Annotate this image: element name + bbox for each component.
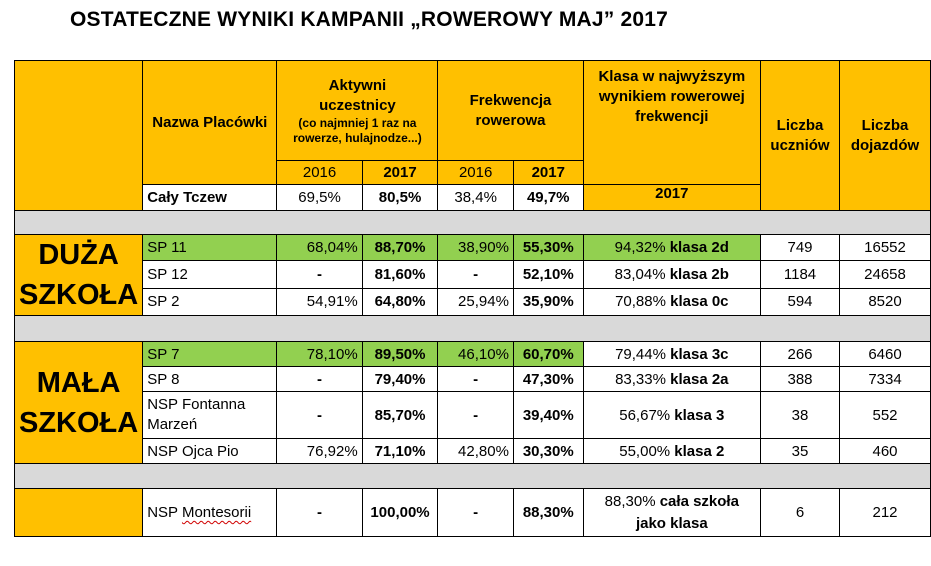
separator	[14, 315, 931, 342]
freq-2016: 38,90%	[437, 233, 514, 262]
active-2016: -	[276, 366, 363, 392]
table-row: NSP Fontanna Marzeń - 85,70% - 39,40% 56…	[15, 391, 931, 439]
year-2017-active: 2017	[361, 160, 439, 185]
active-2016: -	[276, 488, 363, 537]
freq-2016: 46,10%	[437, 341, 514, 367]
school-name: SP 11	[142, 233, 278, 262]
students: 594	[760, 287, 841, 317]
freq-2017: 35,90%	[512, 287, 584, 317]
active-2017: 81,60%	[361, 260, 439, 289]
separator	[14, 463, 931, 489]
school-name: NSP Montesorii	[142, 488, 278, 537]
page-title: OSTATECZNE WYNIKI KAMPANII „ROWEROWY MAJ…	[70, 8, 669, 31]
category-other	[13, 488, 144, 537]
header-name: Nazwa Placówki	[142, 60, 278, 185]
school-name: NSP Ojca Pio	[142, 438, 278, 464]
freq-2017: 52,10%	[512, 260, 584, 289]
freq-2016: -	[437, 488, 514, 537]
table-row: DUŻA SZKOŁA SP 11 68,04% 88,70% 38,90% 55…	[13, 233, 931, 316]
header-frequency: Frekwencja rowerowa	[437, 60, 584, 161]
school-name: SP 8	[142, 366, 278, 392]
best-class: 83,33% klasa 2a	[582, 366, 762, 392]
active-2016: -	[276, 391, 363, 439]
freq-2016: -	[437, 366, 514, 392]
best-class: 88,30% cała szkoła jako klasa	[582, 488, 762, 537]
active-2017: 89,50%	[361, 341, 439, 367]
category-large-school: DUŻA SZKOŁA	[13, 234, 144, 316]
table-row: SP 8 - 79,40% - 47,30% 83,33% klasa 2a 3…	[15, 366, 931, 392]
trips: 212	[839, 488, 931, 537]
city-a17: 80,5%	[361, 184, 439, 211]
active-2016: -	[276, 260, 363, 289]
year-2016-active: 2016	[276, 160, 363, 185]
table-row: NSP Ojca Pio 76,92% 71,10% 42,80% 30,30%…	[15, 438, 931, 464]
active-2017: 85,70%	[361, 391, 439, 439]
active-2017: 100,00%	[361, 488, 439, 537]
active-2017: 79,40%	[361, 366, 439, 392]
freq-2017: 39,40%	[512, 391, 584, 439]
students: 1184	[760, 260, 841, 289]
spellcheck-word: Montesorii	[181, 504, 252, 521]
header-active: Aktywni uczestnicy (co najmniej 1 raz na…	[276, 60, 439, 161]
header-trips: Liczba dojazdów	[839, 60, 931, 211]
school-name: NSP Fontanna Marzeń	[142, 391, 278, 439]
category-small-school: MAŁA SZKOŁA	[13, 341, 144, 464]
school-name: SP 7	[142, 341, 278, 367]
header-corner	[13, 60, 144, 211]
freq-2017: 30,30%	[512, 438, 584, 464]
year-2016-freq: 2016	[437, 160, 514, 185]
table-row: SP 2 54,91% 64,80% 25,94% 35,90% 70,88% …	[15, 287, 931, 317]
city-best-year: 2017	[582, 184, 762, 211]
table-row: SP 12 - 81,60% - 52,10% 83,04% klasa 2b …	[15, 260, 931, 289]
freq-2017: 55,30%	[512, 233, 584, 262]
year-2017-freq: 2017	[512, 160, 584, 185]
students: 38	[760, 391, 841, 439]
active-2016: 76,92%	[276, 438, 363, 464]
city-name: Cały Tczew	[142, 184, 278, 211]
freq-2016: 42,80%	[437, 438, 514, 464]
table-row: MAŁA SZKOŁA SP 7 78,10% 89,50% 46,10% 60,…	[13, 341, 931, 464]
freq-2017: 47,30%	[512, 366, 584, 392]
students: 266	[760, 341, 841, 367]
freq-2016: 25,94%	[437, 287, 514, 317]
active-2016: 54,91%	[276, 287, 363, 317]
best-class: 94,32% klasa 2d	[582, 233, 762, 262]
city-f16: 38,4%	[437, 184, 514, 211]
best-class: 55,00% klasa 2	[582, 438, 762, 464]
school-name: SP 2	[142, 287, 278, 317]
freq-2016: -	[437, 391, 514, 439]
trips: 24658	[839, 260, 931, 289]
students: 6	[760, 488, 841, 537]
trips: 8520	[839, 287, 931, 317]
school-name: SP 12	[142, 260, 278, 289]
best-class: 56,67% klasa 3	[582, 391, 762, 439]
trips: 16552	[839, 233, 931, 262]
active-2017: 64,80%	[361, 287, 439, 317]
trips: 460	[839, 438, 931, 464]
best-class: 79,44% klasa 3c	[582, 341, 762, 367]
students: 388	[760, 366, 841, 392]
active-2016: 68,04%	[276, 233, 363, 262]
trips: 552	[839, 391, 931, 439]
active-2017: 88,70%	[361, 233, 439, 262]
table-row: NSP Montesorii - 100,00% - 88,30% 88,30%…	[13, 488, 931, 537]
best-class: 70,88% klasa 0c	[582, 287, 762, 317]
students: 749	[760, 233, 841, 262]
active-2016: 78,10%	[276, 341, 363, 367]
trips: 6460	[839, 341, 931, 367]
freq-2017: 88,30%	[512, 488, 584, 537]
city-a16: 69,5%	[276, 184, 363, 211]
best-class: 83,04% klasa 2b	[582, 260, 762, 289]
students: 35	[760, 438, 841, 464]
trips: 7334	[839, 366, 931, 392]
header-best-class: Klasa w najwyższym wynikiem rowerowej fr…	[582, 60, 762, 185]
freq-2016: -	[437, 260, 514, 289]
freq-2017: 60,70%	[512, 341, 584, 367]
city-f17: 49,7%	[512, 184, 584, 211]
results-table: Nazwa Placówki Aktywni uczestnicy (co na…	[13, 60, 931, 537]
header-students: Liczba uczniów	[760, 60, 841, 211]
active-2017: 71,10%	[361, 438, 439, 464]
separator	[14, 210, 931, 235]
